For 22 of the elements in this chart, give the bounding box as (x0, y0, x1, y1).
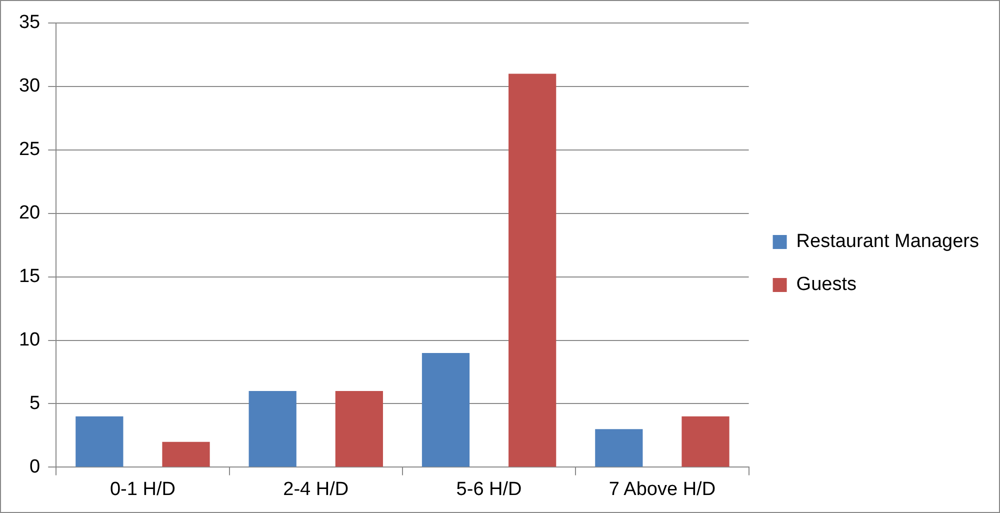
y-tick-label: 10 (18, 330, 40, 351)
x-tick-label: 0-1 H/D (110, 478, 176, 500)
x-tick-label: 5-6 H/D (456, 478, 522, 500)
y-tick-label: 20 (18, 202, 40, 224)
bar (335, 391, 383, 467)
legend-label: Restaurant Managers (796, 231, 980, 252)
y-tick-label: 15 (18, 266, 40, 288)
y-tick-label: 0 (30, 456, 40, 478)
y-tick-label: 30 (18, 76, 40, 97)
bar (595, 429, 643, 467)
bar (682, 416, 730, 467)
y-tick-label: 5 (30, 392, 40, 414)
y-tick-label: 35 (18, 12, 40, 34)
bar (248, 391, 296, 467)
bar (162, 442, 210, 467)
x-tick-label: 2-4 H/D (283, 478, 349, 500)
legend-label: Guests (796, 274, 856, 296)
bar (76, 416, 124, 467)
y-tick-label: 25 (18, 139, 40, 160)
bar (422, 352, 470, 467)
bar (508, 74, 556, 467)
x-tick-label: 7 Above H/D (608, 478, 716, 500)
